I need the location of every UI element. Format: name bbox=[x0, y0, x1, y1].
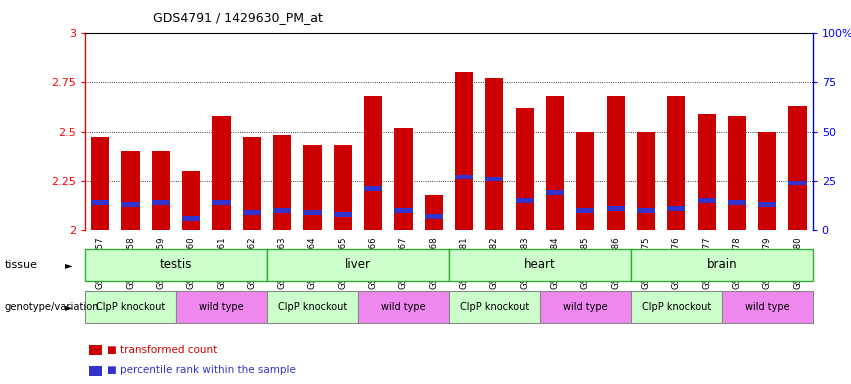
Text: tissue: tissue bbox=[4, 260, 37, 270]
Bar bbox=[425, 195, 443, 230]
Bar bbox=[576, 131, 594, 230]
Bar bbox=[122, 202, 140, 207]
Bar bbox=[267, 249, 449, 281]
Text: brain: brain bbox=[706, 258, 737, 271]
Bar bbox=[728, 116, 746, 230]
Text: liver: liver bbox=[345, 258, 371, 271]
Bar bbox=[788, 180, 807, 185]
Bar bbox=[722, 291, 813, 323]
Bar bbox=[788, 106, 807, 230]
Bar bbox=[182, 216, 200, 220]
Bar bbox=[631, 291, 722, 323]
Bar bbox=[728, 200, 746, 205]
Bar bbox=[273, 208, 291, 213]
Bar bbox=[91, 137, 109, 230]
Bar bbox=[151, 200, 170, 205]
Text: wild type: wild type bbox=[199, 302, 244, 312]
Bar bbox=[182, 171, 200, 230]
Bar bbox=[243, 210, 261, 215]
Bar bbox=[364, 96, 382, 230]
Text: ClpP knockout: ClpP knockout bbox=[278, 302, 347, 312]
Bar bbox=[273, 136, 291, 230]
Bar bbox=[243, 137, 261, 230]
Text: wild type: wild type bbox=[745, 302, 790, 312]
Bar bbox=[698, 199, 716, 203]
Bar bbox=[334, 212, 352, 217]
Text: ClpP knockout: ClpP knockout bbox=[460, 302, 529, 312]
Bar bbox=[213, 116, 231, 230]
Text: wild type: wild type bbox=[381, 302, 426, 312]
Bar bbox=[545, 96, 564, 230]
Bar bbox=[455, 72, 473, 230]
Bar bbox=[425, 214, 443, 218]
Bar bbox=[607, 206, 625, 210]
Bar bbox=[122, 151, 140, 230]
Bar bbox=[85, 249, 267, 281]
Bar bbox=[540, 291, 631, 323]
Bar bbox=[213, 200, 231, 205]
Bar bbox=[151, 151, 170, 230]
Bar bbox=[394, 127, 413, 230]
Bar bbox=[516, 108, 534, 230]
Bar bbox=[667, 96, 685, 230]
Text: ClpP knockout: ClpP knockout bbox=[642, 302, 711, 312]
Text: ■ transformed count: ■ transformed count bbox=[107, 345, 217, 355]
Bar bbox=[576, 208, 594, 213]
Bar bbox=[303, 210, 322, 215]
Bar bbox=[449, 291, 540, 323]
Text: testis: testis bbox=[160, 258, 192, 271]
Bar bbox=[758, 131, 776, 230]
Bar bbox=[267, 291, 358, 323]
Bar bbox=[449, 249, 631, 281]
Bar bbox=[667, 206, 685, 210]
Text: heart: heart bbox=[524, 258, 556, 271]
Bar bbox=[758, 202, 776, 207]
Bar bbox=[545, 190, 564, 195]
Text: genotype/variation: genotype/variation bbox=[4, 302, 99, 312]
Bar bbox=[637, 131, 655, 230]
Bar bbox=[698, 114, 716, 230]
Text: ■ percentile rank within the sample: ■ percentile rank within the sample bbox=[107, 365, 296, 375]
Bar bbox=[631, 249, 813, 281]
Bar bbox=[455, 175, 473, 179]
Bar bbox=[607, 96, 625, 230]
Bar bbox=[516, 199, 534, 203]
Bar bbox=[89, 366, 102, 376]
Text: ►: ► bbox=[65, 260, 72, 270]
Bar bbox=[89, 345, 102, 356]
Text: ClpP knockout: ClpP knockout bbox=[96, 302, 165, 312]
Bar bbox=[637, 208, 655, 213]
Bar bbox=[176, 291, 267, 323]
Bar bbox=[394, 208, 413, 213]
Bar bbox=[91, 200, 109, 205]
Text: GDS4791 / 1429630_PM_at: GDS4791 / 1429630_PM_at bbox=[153, 12, 323, 25]
Bar bbox=[85, 291, 176, 323]
Bar bbox=[485, 78, 504, 230]
Bar bbox=[334, 146, 352, 230]
Text: wild type: wild type bbox=[563, 302, 608, 312]
Bar bbox=[485, 177, 504, 181]
Bar bbox=[358, 291, 449, 323]
Bar bbox=[303, 146, 322, 230]
Bar bbox=[364, 187, 382, 191]
Text: ►: ► bbox=[65, 302, 72, 312]
